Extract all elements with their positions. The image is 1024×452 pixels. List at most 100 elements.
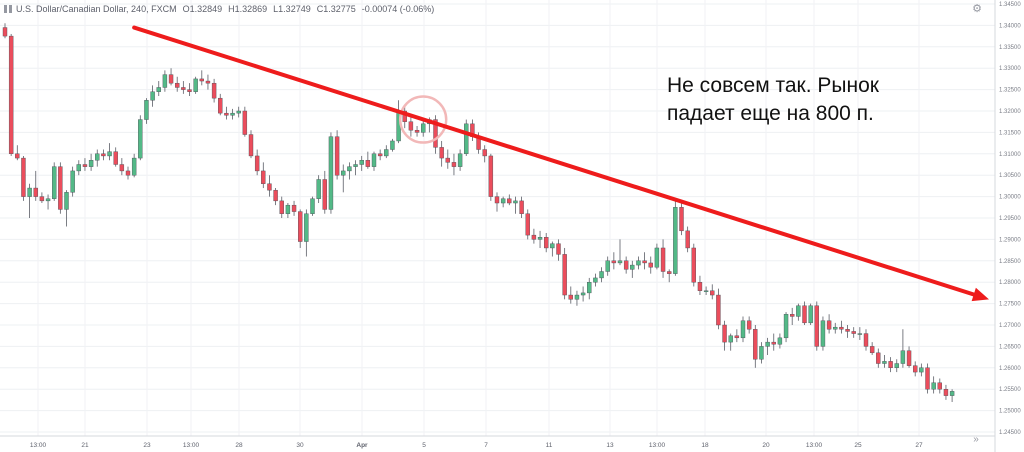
collapse-icon[interactable] <box>4 5 12 13</box>
candle-up <box>574 294 580 300</box>
candle-down <box>377 153 383 157</box>
candle-down <box>205 80 211 84</box>
price-tick-label: 1.34000 <box>999 23 1021 29</box>
candle-down <box>568 294 573 300</box>
candle-down <box>248 134 254 157</box>
candle-down <box>101 153 106 157</box>
candle-up <box>285 204 291 214</box>
time-tick-label: 20 <box>762 442 770 449</box>
candle-down <box>869 346 875 354</box>
price-tick-label: 1.25500 <box>999 387 1021 393</box>
time-tick-label: 28 <box>235 442 243 449</box>
price-tick-label: 1.28500 <box>999 259 1021 265</box>
time-axis[interactable]: 13:00 21 23 13:00 28 30 Apr 5 7 11 13 13:00 18 20 13:0… <box>30 442 923 449</box>
candle-up <box>919 367 924 373</box>
candle-up <box>728 335 733 343</box>
candle-up <box>457 153 463 167</box>
highlight-circle <box>398 95 448 144</box>
candle-down <box>679 207 684 232</box>
candle-down <box>168 74 174 84</box>
candle-down <box>482 149 487 157</box>
candle-up <box>513 200 518 204</box>
candle-down <box>660 247 666 272</box>
candle-up <box>347 166 352 172</box>
candle-down <box>906 350 912 366</box>
price-tick-label: 1.33000 <box>999 66 1021 72</box>
time-tick-label: 13:00 <box>649 442 666 449</box>
time-tick-label: 7 <box>484 442 488 449</box>
candle-down <box>181 87 186 90</box>
candle-up <box>95 153 100 161</box>
candle-down <box>224 112 229 116</box>
candle-down <box>242 110 248 135</box>
chart-grid <box>0 0 995 436</box>
candle-up <box>390 140 395 150</box>
low-value: L1.32749 <box>273 4 311 14</box>
candle-down <box>556 243 561 255</box>
candle-down <box>691 247 696 283</box>
chart-legend: U.S. Dollar/Canadian Dollar, 240, FXCM O… <box>4 2 434 16</box>
price-tick-label: 1.27000 <box>999 323 1021 329</box>
settings-gear-icon[interactable]: ⚙ <box>972 3 982 15</box>
candle-down <box>562 254 567 296</box>
candle-down <box>8 35 14 154</box>
candle-down <box>439 147 444 159</box>
candle-up <box>150 91 155 101</box>
candle-down <box>753 329 758 360</box>
candle-up <box>808 305 813 324</box>
price-tick-label: 1.25000 <box>999 409 1021 415</box>
candle-down <box>937 382 942 390</box>
scroll-right-icon[interactable]: » <box>973 434 979 445</box>
candle-up <box>27 187 32 197</box>
candle-down <box>876 352 881 364</box>
candle-down <box>298 211 303 242</box>
time-tick-label: 25 <box>854 442 862 449</box>
candle-up <box>587 282 592 294</box>
candle-up <box>328 136 334 210</box>
candle-down <box>863 333 869 347</box>
candle-down <box>488 155 494 197</box>
candle-up <box>131 157 137 176</box>
candle-up <box>162 74 168 88</box>
candle-up <box>617 260 623 264</box>
candle-down <box>82 164 88 167</box>
candle-down <box>734 335 740 339</box>
candle-up <box>636 260 641 266</box>
candle-down <box>2 27 8 37</box>
candle-down <box>710 290 715 296</box>
candle-down <box>119 164 125 172</box>
close-value: C1.32775 <box>316 4 356 14</box>
candle-down <box>888 361 893 369</box>
candle-down <box>802 305 807 324</box>
candle-down <box>365 160 371 167</box>
candle-down <box>187 89 192 92</box>
candle-up <box>703 290 709 292</box>
time-tick-label: 13:00 <box>183 442 200 449</box>
candle-down <box>845 329 850 332</box>
price-tick-label: 1.30000 <box>999 195 1021 201</box>
time-tick-label: 13:00 <box>30 442 47 449</box>
candle-down <box>199 78 205 82</box>
candle-up <box>759 346 764 360</box>
price-tick-label: 1.32500 <box>999 88 1021 94</box>
candle-up <box>673 207 678 274</box>
price-tick-label: 1.30500 <box>999 173 1021 179</box>
candle-up <box>310 198 315 214</box>
candle-up <box>70 170 75 193</box>
candle-down <box>925 367 930 390</box>
candle-up <box>304 213 309 242</box>
price-tick-label: 1.26000 <box>999 366 1021 372</box>
change-value: -0.00074 (-0.06%) <box>361 4 435 14</box>
price-axis[interactable]: 1.34500 1.34000 1.33500 1.33000 1.32500 1.320… <box>999 2 1021 436</box>
price-tick-label: 1.32000 <box>999 109 1021 115</box>
candle-up <box>230 112 235 116</box>
candle-down <box>531 234 537 240</box>
candle-up <box>341 170 346 176</box>
candle-down <box>851 331 856 334</box>
candle-down <box>402 110 407 122</box>
candle-down <box>913 365 918 373</box>
time-tick-label: Apr <box>356 442 368 449</box>
candle-up <box>464 123 469 154</box>
candle-down <box>525 213 530 236</box>
